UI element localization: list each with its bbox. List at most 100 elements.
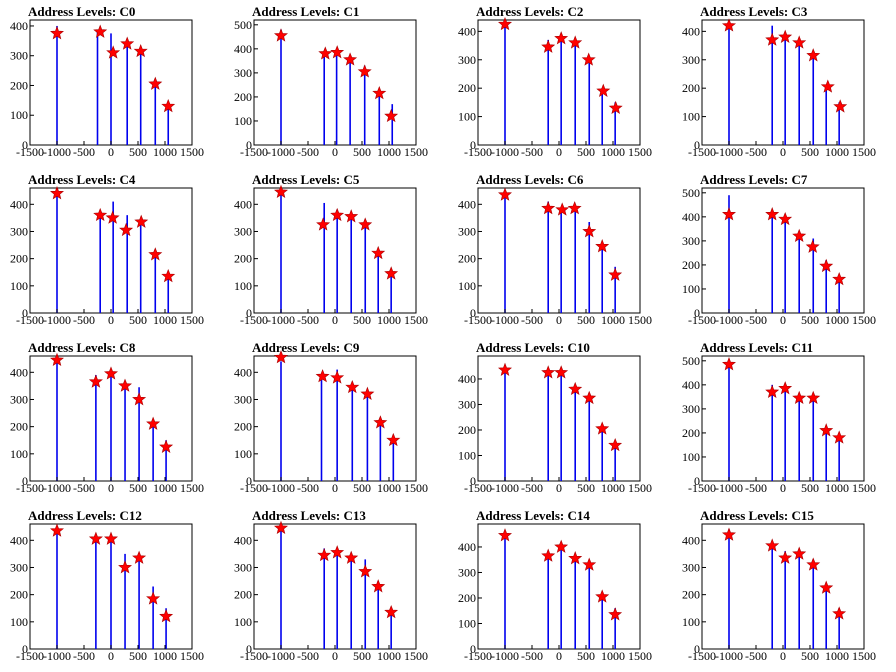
y-tick-label: 400 [458, 372, 476, 386]
y-tick-label: 100 [10, 447, 28, 461]
x-tick-label: -500 [73, 145, 95, 159]
y-tick-label: 100 [458, 279, 476, 293]
y-tick-label: 200 [234, 588, 252, 602]
x-tick-label: 1000 [377, 145, 401, 159]
chart-title: Address Levels: C3 [700, 4, 808, 19]
chart-panel-c15: Address Levels: C15 0 100 200 300 400 -1500 -10… [672, 504, 896, 672]
y-tick-label: 300 [234, 66, 252, 80]
x-tick-label: -1000 [43, 145, 71, 159]
x-tick-label: -1000 [715, 313, 743, 327]
y-tick-label: 0 [22, 306, 28, 320]
star-marker [498, 528, 512, 542]
star-marker [315, 369, 330, 383]
x-tick-label: -1000 [715, 145, 743, 159]
y-tick-label: 300 [234, 560, 252, 574]
chart-title: Address Levels: C13 [252, 508, 366, 523]
x-tick-label: 0 [556, 481, 562, 495]
x-tick-label: 0 [332, 313, 338, 327]
x-tick-label: 1500 [852, 145, 876, 159]
chart-title: Address Levels: C2 [476, 4, 584, 19]
chart-plot: 0 100 200 300 400 500 -1500 -1000 -500 0 500 1000 15… [234, 18, 428, 159]
x-tick-label: 1500 [180, 649, 204, 663]
star-marker [274, 350, 288, 364]
star-marker [330, 370, 345, 384]
x-tick-label: 1000 [825, 481, 849, 495]
x-tick-label: -500 [73, 313, 95, 327]
y-tick-label: 300 [10, 560, 28, 574]
star-marker [50, 352, 64, 366]
star-marker [596, 83, 611, 97]
y-tick-label: 200 [458, 423, 476, 437]
y-tick-label: 100 [234, 615, 252, 629]
y-tick-label: 100 [234, 447, 252, 461]
star-marker [608, 267, 623, 281]
y-tick-label: 300 [682, 560, 700, 574]
x-tick-label: -1000 [267, 481, 295, 495]
star-marker [568, 381, 583, 396]
x-tick-label: 1500 [852, 481, 876, 495]
chart-title: Address Levels: C0 [28, 4, 136, 19]
x-tick-label: -1000 [491, 649, 519, 663]
star-marker [134, 214, 149, 228]
chart-title: Address Levels: C7 [700, 172, 808, 187]
star-marker [345, 379, 360, 394]
chart-plot: 0 100 200 300 400 -1500 -1000 -500 0 500 1000 1500 [10, 523, 204, 663]
y-tick-label: 400 [682, 24, 700, 38]
star-marker [554, 539, 569, 553]
y-tick-label: 200 [682, 588, 700, 602]
x-tick-label: 1000 [825, 313, 849, 327]
star-marker [722, 207, 736, 221]
star-marker [344, 209, 359, 223]
x-tick-label: 1500 [628, 313, 652, 327]
x-tick-label: -500 [297, 145, 319, 159]
y-tick-label: 200 [458, 591, 476, 605]
chart-panel-c6: Address Levels: C6 0 100 200 300 400 -1500 -100… [448, 168, 672, 336]
star-marker [792, 390, 807, 404]
y-tick-label: 0 [246, 138, 252, 152]
chart-title: Address Levels: C11 [700, 340, 814, 355]
x-tick-label: 500 [129, 145, 147, 159]
x-tick-label: 1500 [404, 313, 428, 327]
x-tick-label: -1500 [16, 313, 44, 327]
x-tick-label: 500 [577, 313, 595, 327]
star-marker [778, 211, 793, 226]
x-tick-label: 0 [780, 313, 786, 327]
y-tick-label: 400 [234, 365, 252, 379]
x-tick-label: -1500 [464, 481, 492, 495]
y-tick-label: 0 [694, 306, 700, 320]
star-marker [119, 222, 134, 237]
chart-title: Address Levels: C4 [28, 172, 136, 187]
star-marker [722, 18, 736, 32]
chart-title: Address Levels: C10 [476, 340, 590, 355]
star-marker [330, 207, 345, 222]
star-marker [316, 217, 331, 231]
x-tick-label: 1500 [628, 145, 652, 159]
star-marker [554, 365, 569, 379]
star-marker [778, 381, 793, 395]
y-tick-label: 100 [458, 448, 476, 462]
x-tick-label: 500 [577, 145, 595, 159]
star-marker [318, 46, 333, 60]
y-tick-label: 200 [10, 588, 28, 602]
x-tick-label: -1500 [464, 649, 492, 663]
star-marker [274, 520, 288, 534]
y-tick-label: 300 [234, 224, 252, 238]
star-marker [582, 557, 597, 571]
chart-panel-c11: Address Levels: C11 0 100 200 300 400 500 -1500… [672, 336, 896, 504]
star-marker [778, 550, 793, 564]
x-tick-label: 1000 [153, 481, 177, 495]
x-tick-label: 1000 [153, 145, 177, 159]
chart-plot: 0 100 200 300 400 -1500 -1000 -500 0 500 1000 1500 [10, 352, 204, 495]
star-marker [88, 374, 103, 388]
y-tick-label: 0 [694, 474, 700, 488]
star-marker [159, 439, 174, 453]
x-tick-label: -500 [521, 481, 543, 495]
y-tick-label: 300 [234, 392, 252, 406]
star-marker [274, 28, 288, 42]
star-marker [371, 579, 386, 593]
star-marker [832, 271, 847, 286]
star-marker [765, 32, 780, 46]
y-tick-label: 100 [682, 450, 700, 464]
x-tick-label: -1500 [464, 145, 492, 159]
chart-plot: 0 100 200 300 400 500 -1500 -1000 -500 0 500 1000 15… [682, 186, 876, 327]
